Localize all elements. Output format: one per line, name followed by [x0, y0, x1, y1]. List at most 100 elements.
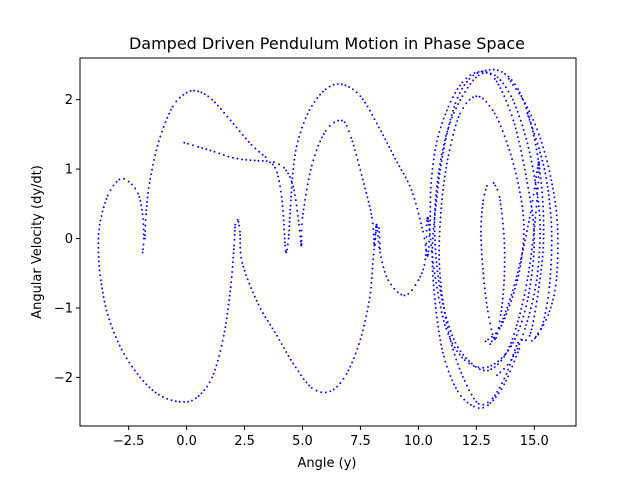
data-point	[540, 141, 543, 144]
data-point	[539, 172, 542, 175]
data-point	[475, 400, 478, 403]
data-point	[348, 86, 351, 88]
data-point	[480, 253, 483, 256]
data-point	[442, 147, 445, 150]
data-point	[482, 403, 485, 406]
data-point	[548, 198, 551, 201]
data-point	[524, 327, 526, 330]
data-point	[524, 289, 527, 292]
data-point	[384, 138, 387, 141]
data-point	[424, 254, 427, 257]
data-point	[535, 187, 538, 190]
data-point	[541, 196, 544, 198]
data-point	[536, 295, 539, 298]
data-point	[104, 305, 107, 308]
data-point	[500, 212, 503, 215]
data-point	[542, 214, 545, 217]
data-point	[529, 121, 532, 124]
data-point	[537, 205, 540, 208]
data-point	[539, 328, 542, 331]
data-point	[440, 298, 443, 301]
data-point	[537, 176, 540, 179]
data-point	[538, 241, 541, 244]
data-point	[522, 214, 525, 217]
data-point	[455, 358, 458, 361]
data-point	[514, 351, 517, 354]
data-point	[431, 274, 434, 277]
data-point	[537, 286, 540, 289]
data-point	[532, 170, 535, 173]
data-point	[490, 335, 493, 338]
data-point	[209, 149, 212, 152]
data-point	[486, 306, 489, 309]
data-point	[151, 168, 153, 171]
data-point	[425, 248, 428, 251]
data-point	[530, 274, 533, 277]
data-point	[438, 301, 441, 304]
data-point	[187, 400, 190, 403]
data-point	[455, 107, 458, 110]
data-point	[305, 188, 308, 191]
data-point	[451, 379, 454, 382]
data-point	[406, 180, 409, 183]
data-point	[222, 154, 225, 157]
data-point	[203, 389, 206, 392]
data-point	[536, 191, 538, 194]
data-point	[347, 369, 350, 372]
data-point	[456, 346, 459, 349]
data-point	[548, 286, 551, 289]
data-point	[205, 148, 208, 151]
data-point	[533, 337, 536, 340]
data-point	[548, 202, 551, 205]
data-point	[499, 371, 502, 374]
data-point	[433, 153, 436, 156]
data-point	[229, 290, 232, 293]
data-point	[511, 337, 514, 340]
data-point	[510, 293, 513, 296]
data-point	[291, 172, 294, 175]
data-point	[289, 358, 292, 361]
data-point	[292, 163, 295, 166]
data-point	[552, 187, 554, 190]
data-point	[456, 363, 459, 366]
data-point	[302, 378, 305, 380]
data-point	[365, 191, 368, 194]
data-point	[526, 225, 529, 228]
data-point	[156, 144, 159, 147]
data-point	[452, 133, 455, 136]
data-point	[352, 357, 355, 360]
data-point	[435, 140, 438, 143]
data-point	[538, 167, 540, 170]
data-point	[540, 182, 543, 184]
data-point	[511, 158, 514, 161]
data-point	[459, 350, 462, 353]
data-point	[529, 257, 532, 260]
data-point	[515, 275, 518, 278]
data-point	[155, 149, 158, 152]
data-point	[97, 251, 100, 254]
data-point	[431, 237, 434, 240]
data-point	[528, 266, 531, 269]
data-point	[360, 333, 363, 336]
data-point	[532, 250, 535, 253]
x-tick-label: −2.5	[113, 434, 145, 449]
data-point	[429, 205, 432, 208]
data-point	[530, 160, 533, 163]
data-point	[438, 235, 441, 238]
data-point	[354, 149, 356, 152]
data-point	[508, 304, 511, 307]
data-point	[556, 252, 559, 255]
data-point	[531, 127, 534, 130]
data-point	[448, 123, 451, 126]
data-point	[373, 248, 376, 251]
data-point	[556, 257, 559, 260]
data-point	[347, 130, 350, 133]
data-point	[544, 311, 547, 314]
data-point	[296, 209, 299, 212]
data-point	[377, 240, 380, 243]
data-point	[484, 69, 487, 72]
data-point	[539, 273, 542, 276]
data-point	[364, 187, 367, 190]
data-point	[501, 91, 504, 93]
